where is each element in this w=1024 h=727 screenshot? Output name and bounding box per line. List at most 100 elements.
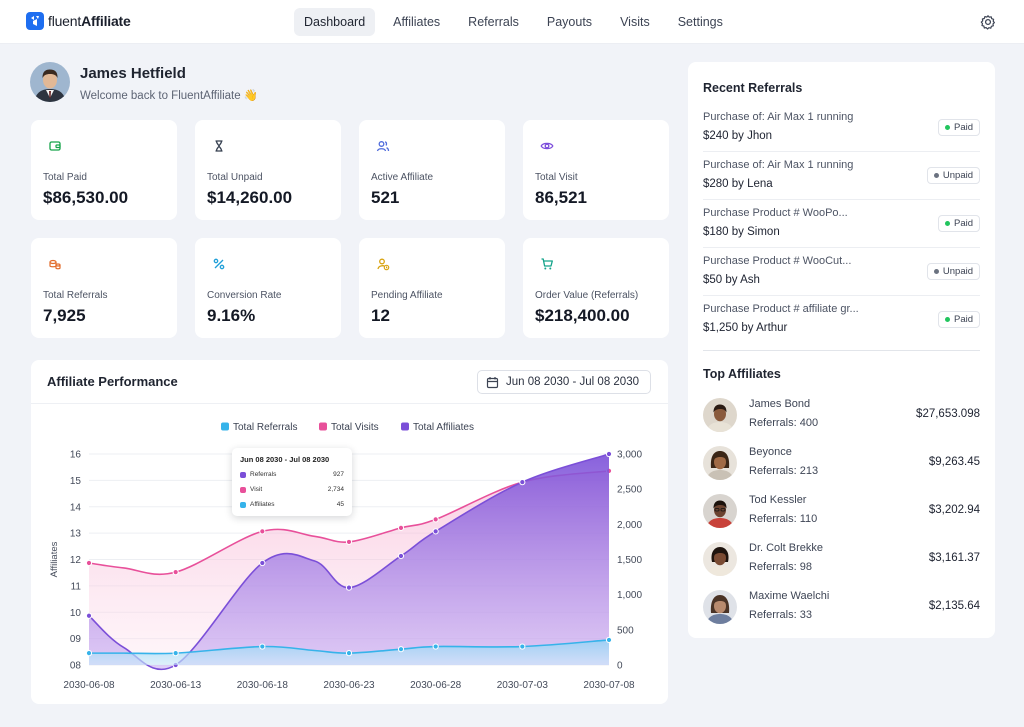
status-dot: [944, 221, 950, 226]
y-tick-label-right: 500: [617, 625, 634, 636]
stat-card-conversion-rate[interactable]: Conversion Rate 9.16%: [195, 238, 341, 338]
x-tick-label: 2030-06-18: [237, 680, 289, 691]
stat-card-active-affiliate[interactable]: Active Affiliate 521: [359, 120, 505, 220]
affiliate-referrals: Referrals: 400: [749, 417, 819, 429]
affiliate-earnings: $3,202.94: [928, 504, 980, 516]
x-tick-label: 2030-07-03: [497, 680, 549, 691]
y-tick-label-left: 16: [70, 450, 82, 461]
stat-value: 12: [371, 306, 390, 325]
wallet-icon: [43, 134, 67, 158]
legend-swatch: [240, 487, 246, 493]
affiliate-name: Beyonce: [749, 446, 792, 458]
referral-item[interactable]: Purchase Product # affiliate gr... $1,25…: [703, 303, 980, 351]
y-tick-label-right: 1,500: [617, 555, 642, 566]
logo-mark-icon: [26, 12, 44, 30]
tooltip-label: Visit: [250, 486, 263, 493]
data-point: [85, 559, 93, 567]
tooltip-title: Jun 08 2030 - Jul 08 2030: [240, 455, 330, 464]
legend-swatch: [401, 422, 409, 431]
percent-icon: [207, 252, 231, 276]
referral-title: Purchase of: Air Max 1 running: [703, 111, 854, 123]
status-badge: Paid: [937, 215, 980, 232]
data-point: [345, 650, 353, 657]
referral-item[interactable]: Purchase Product # WooPo... $180 by Simo…: [703, 207, 980, 255]
coins-icon: [43, 252, 67, 276]
recent-referrals-title: Recent Referrals: [703, 81, 803, 95]
nav-visits[interactable]: Visits: [620, 15, 650, 29]
chart-title: Affiliate Performance: [47, 374, 178, 389]
date-range-picker[interactable]: Jun 08 2030 - Jul 08 2030: [477, 370, 651, 394]
avatar: [703, 590, 737, 624]
affiliate-name: Maxime Waelchi: [749, 590, 830, 602]
status-dot: [933, 269, 939, 274]
stat-card-total-unpaid[interactable]: Total Unpaid $14,260.00: [195, 120, 341, 220]
x-tick-label: 2030-06-13: [150, 680, 202, 691]
series-line-total-affiliates: [88, 453, 610, 671]
legend-swatch: [240, 472, 246, 478]
data-point: [397, 524, 405, 531]
tooltip-row-visit: Visit 2,734: [240, 485, 344, 495]
referral-item[interactable]: Purchase of: Air Max 1 running $240 by J…: [703, 111, 980, 159]
avatar[interactable]: [30, 62, 70, 102]
series-line-total-referrals: [89, 639, 610, 655]
date-range-text: Jun 08 2030 - Jul 08 2030: [506, 376, 639, 388]
y-tick-label-right: 3,000: [617, 450, 642, 461]
y-tick-label-left: 10: [70, 608, 82, 619]
affiliate-item[interactable]: Maxime Waelchi Referrals: 33 $2,135.64: [703, 588, 980, 628]
y-tick-label-left: 15: [70, 476, 82, 487]
status-dot: [933, 173, 939, 178]
stat-card-pending-affiliate[interactable]: Pending Affiliate 12: [359, 238, 505, 338]
affiliate-referrals: Referrals: 98: [749, 561, 812, 573]
referral-item[interactable]: Purchase of: Air Max 1 running $280 by L…: [703, 159, 980, 207]
data-point: [259, 528, 266, 535]
x-tick-label: 2030-07-08: [583, 680, 635, 691]
stat-label: Total Paid: [43, 172, 87, 183]
affiliate-item[interactable]: Dr. Colt Brekke Referrals: 98 $3,161.37: [703, 540, 980, 580]
data-point: [432, 516, 439, 523]
referral-item[interactable]: Purchase Product # WooCut... $50 by Ash …: [703, 255, 980, 303]
data-point: [172, 650, 179, 657]
legend-label: Total Affiliates: [413, 422, 474, 433]
gear-icon[interactable]: [980, 14, 996, 30]
eye-icon: [535, 134, 559, 158]
divider: [703, 151, 980, 152]
stat-card-order-value[interactable]: Order Value (Referrals) $218,400.00: [523, 238, 669, 338]
stat-label: Total Referrals: [43, 290, 108, 301]
data-point: [345, 538, 353, 546]
stat-value: $14,260.00: [207, 188, 293, 207]
app-logo[interactable]: fluentAffiliate: [26, 12, 131, 30]
stat-card-total-referrals[interactable]: Total Referrals 7,925: [31, 238, 177, 338]
affiliate-earnings: $27,653.098: [916, 408, 980, 420]
stat-value: $218,400.00: [535, 306, 630, 325]
affiliate-performance-card: Affiliate Performance Jun 08 2030 - Jul …: [31, 360, 668, 704]
affiliate-item[interactable]: Tod Kessler Referrals: 110 $3,202.94: [703, 492, 980, 532]
affiliate-item[interactable]: James Bond Referrals: 400 $27,653.098: [703, 396, 980, 436]
user-pending-icon: [371, 252, 395, 276]
divider: [703, 199, 980, 200]
nav-payouts[interactable]: Payouts: [546, 15, 593, 29]
stat-value: $86,530.00: [43, 188, 129, 207]
legend-swatch: [319, 422, 327, 431]
affiliate-item[interactable]: Beyonce Referrals: 213 $9,263.45: [703, 444, 980, 484]
nav-affiliates[interactable]: Affiliates: [393, 15, 441, 29]
nav-referrals[interactable]: Referrals: [468, 15, 519, 29]
status-badge: Unpaid: [926, 263, 980, 280]
main-nav: Dashboard Affiliates Referrals Payouts V…: [294, 8, 741, 36]
stat-card-total-paid[interactable]: Total Paid $86,530.00: [31, 120, 177, 220]
divider: [703, 247, 980, 248]
affiliate-name: James Bond: [749, 398, 811, 410]
stat-card-total-visit[interactable]: Total Visit 86,521: [523, 120, 669, 220]
nav-dashboard[interactable]: Dashboard: [294, 8, 376, 36]
performance-chart[interactable]: 08 09 10 11 12 13 14 15 16 0 500 1,000 1,500 2,000 2,5…: [31, 404, 668, 704]
referral-title: Purchase Product # affiliate gr...: [703, 303, 859, 315]
series-line-total-visits: [88, 470, 610, 576]
cart-icon: [535, 252, 559, 276]
section-divider: [703, 350, 980, 351]
referral-title: Purchase of: Air Max 1 running: [703, 159, 854, 171]
divider: [703, 295, 980, 296]
stat-value: 7,925: [43, 306, 86, 325]
tooltip-label: Affiliates: [250, 501, 275, 508]
nav-settings[interactable]: Settings: [677, 15, 723, 29]
y-tick-label-right: 1,000: [617, 590, 642, 601]
top-navigation-bar: fluentAffiliate Dashboard Affiliates Ref…: [0, 0, 1024, 44]
